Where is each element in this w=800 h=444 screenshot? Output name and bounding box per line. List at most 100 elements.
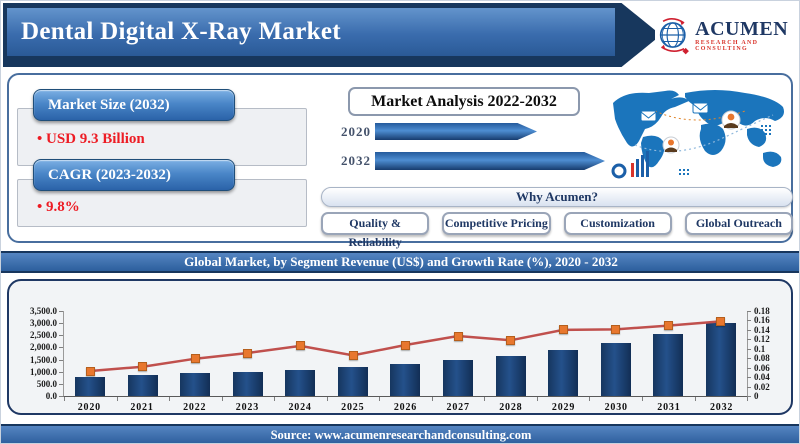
y-axis-label: 3,000.0 — [30, 318, 57, 329]
axis-tick — [747, 386, 751, 388]
quality-reliability-button[interactable]: Quality & Reliability — [321, 212, 430, 249]
analysis-arrow-2032 — [375, 152, 605, 170]
growth-rate-marker — [401, 340, 410, 350]
market-size-button[interactable]: Market Size (2032) — [33, 89, 235, 121]
growth-rate-marker — [716, 316, 726, 326]
revenue-bar — [127, 375, 158, 396]
axis-tick — [326, 397, 328, 401]
header-gradient-bar: Dental Digital X-Ray Market — [7, 8, 615, 56]
growth-rate-marker — [138, 362, 148, 372]
revenue-bar — [442, 359, 473, 396]
axis-tick — [59, 323, 63, 325]
revenue-bar — [390, 364, 421, 396]
revenue-bar — [232, 371, 263, 396]
growth-rate-marker — [295, 341, 305, 351]
axis-tick — [59, 335, 63, 337]
y-axis-label: 1,500.0 — [30, 354, 57, 365]
x-axis-label: 2023 — [235, 402, 259, 413]
route-line — [634, 114, 774, 152]
growth-rate-marker — [663, 321, 673, 331]
revenue-bar — [337, 367, 368, 396]
y-axis-label: 0.1 — [754, 343, 766, 354]
logo-tagline: RESEARCH AND CONSULTING — [695, 39, 759, 52]
y-axis-label: 0.02 — [754, 381, 770, 392]
axis-tick — [274, 397, 276, 401]
source-link[interactable]: Source: www.acumenresearchandconsulting.… — [1, 424, 799, 443]
axis-tick — [747, 329, 751, 331]
axis-tick — [747, 311, 751, 312]
axis-tick — [59, 347, 63, 349]
axis-tick — [747, 339, 751, 341]
axis-tick — [747, 358, 751, 360]
growth-rate-marker — [243, 348, 253, 358]
axis-tick — [747, 397, 748, 401]
chart-plot — [63, 311, 748, 397]
world-map-illustration — [605, 85, 793, 183]
axis-tick — [59, 396, 63, 397]
growth-rate-marker — [453, 331, 463, 341]
axis-tick — [747, 320, 751, 322]
y-axis-label: 0.18 — [754, 306, 770, 316]
cagr-button[interactable]: CAGR (2023-2032) — [33, 159, 235, 191]
page-title: Dental Digital X-Ray Market — [21, 18, 341, 45]
chart-title-banner: Global Market, by Segment Revenue (US$) … — [1, 251, 799, 273]
x-axis-label: 2032 — [709, 402, 734, 413]
revenue-bar — [653, 334, 684, 396]
customization-button[interactable]: Customization — [563, 212, 672, 235]
axis-tick — [589, 397, 591, 401]
x-axis-label: 2026 — [393, 402, 418, 413]
market-analysis-title: Market Analysis 2022-2032 — [348, 87, 580, 116]
revenue-bar — [495, 355, 526, 396]
why-acumen-banner: Why Acumen? — [321, 187, 793, 207]
revenue-bar — [180, 373, 211, 396]
growth-rate-line — [90, 320, 721, 373]
x-axis-label: 2027 — [446, 402, 470, 413]
diamond-icon — [682, 47, 689, 55]
y-axis-label: 0.08 — [754, 353, 770, 364]
person-icon — [721, 110, 741, 130]
competitive-pricing-button[interactable]: Competitive Pricing — [442, 212, 551, 235]
globe-icon — [659, 18, 689, 55]
growth-rate-marker — [190, 354, 200, 364]
axis-tick — [484, 397, 486, 401]
analysis-year-2032: 2032 — [341, 153, 371, 168]
bars-group — [64, 311, 747, 396]
axis-tick — [747, 377, 751, 379]
axis-tick — [59, 383, 63, 385]
y-axis-label: 2,500.0 — [30, 330, 57, 341]
acumen-logo: ACUMEN RESEARCH AND CONSULTING — [655, 9, 791, 61]
revenue-bar — [705, 323, 736, 396]
map-continents — [613, 90, 784, 168]
analysis-year-2020: 2020 — [341, 124, 371, 139]
logo-name: ACUMEN — [695, 17, 789, 40]
chart-x-axis: 2020 2021 2022 2023 2024 2025 2026 2027 2028 2029… — [63, 402, 748, 413]
envelope-icon — [692, 102, 709, 114]
axis-tick — [536, 397, 538, 401]
revenue-bar — [548, 349, 579, 396]
envelope-icon — [640, 110, 657, 122]
x-axis-label: 2028 — [499, 402, 523, 413]
x-axis-label: 2029 — [551, 402, 576, 413]
growth-rate-marker — [506, 335, 516, 345]
growth-rate-marker — [348, 350, 358, 360]
x-axis-label: 2030 — [604, 402, 628, 413]
axis-tick — [116, 397, 118, 401]
revenue-bar — [75, 376, 106, 396]
person-icon — [662, 136, 680, 154]
x-axis-label: 2031 — [657, 402, 681, 413]
global-outreach-button[interactable]: Global Outreach — [684, 212, 793, 235]
cagr-value: • 9.8% — [37, 199, 80, 215]
y-axis-label: 2,000.0 — [30, 342, 57, 353]
axis-tick — [379, 397, 381, 401]
y-axis-label: 0.04 — [754, 372, 770, 383]
axis-tick — [694, 397, 696, 401]
axis-tick — [169, 397, 171, 401]
y-axis-label: 0.12 — [754, 334, 770, 345]
axis-tick — [59, 311, 63, 312]
axis-tick — [59, 359, 63, 361]
why-buttons-row: Quality & Reliability Competitive Pricin… — [321, 212, 793, 249]
y-axis-label: 0.0 — [45, 391, 57, 401]
y-axis-label: 3,500.0 — [30, 306, 57, 316]
x-axis-label: 2021 — [130, 402, 154, 413]
